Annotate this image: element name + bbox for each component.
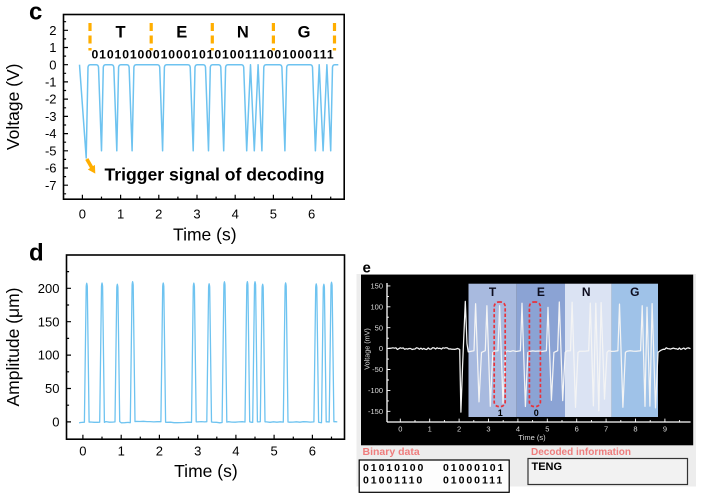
- svg-text:Decoded information: Decoded information: [531, 447, 631, 458]
- svg-text:4: 4: [232, 207, 239, 222]
- svg-text:5: 5: [545, 425, 549, 434]
- svg-text:c: c: [29, 0, 42, 26]
- svg-text:d: d: [29, 240, 44, 267]
- svg-text:TENG: TENG: [532, 461, 563, 473]
- svg-text:Voltage (mV): Voltage (mV): [363, 328, 372, 370]
- svg-text:0: 0: [79, 207, 86, 222]
- svg-text:0: 0: [52, 415, 59, 430]
- svg-text:Amplitude (μm): Amplitude (μm): [3, 288, 23, 407]
- svg-text:-4: -4: [45, 126, 57, 141]
- svg-text:6: 6: [309, 444, 316, 459]
- svg-text:010101000100010101001110010001: 01010100010001010100111001000111: [91, 47, 334, 61]
- svg-text:2: 2: [457, 425, 461, 434]
- svg-text:3: 3: [194, 444, 201, 459]
- svg-text:0101010001000101: 01010100 01000101: [363, 462, 505, 474]
- svg-text:-5: -5: [45, 143, 57, 158]
- svg-text:50: 50: [375, 323, 383, 332]
- svg-text:0: 0: [379, 344, 383, 353]
- svg-text:3: 3: [193, 207, 200, 222]
- svg-text:6: 6: [575, 425, 579, 434]
- svg-text:-150: -150: [368, 407, 383, 416]
- svg-text:E: E: [537, 285, 545, 299]
- svg-text:T: T: [489, 285, 497, 299]
- svg-text:G: G: [298, 24, 311, 42]
- svg-text:1: 1: [428, 425, 432, 434]
- svg-text:6: 6: [308, 207, 315, 222]
- svg-text:4: 4: [516, 425, 520, 434]
- svg-text:3: 3: [486, 425, 490, 434]
- svg-text:1: 1: [49, 40, 56, 55]
- svg-text:-3: -3: [45, 109, 57, 124]
- svg-text:2: 2: [156, 444, 163, 459]
- svg-text:-6: -6: [45, 161, 57, 176]
- svg-text:-2: -2: [45, 92, 57, 107]
- svg-text:E: E: [176, 24, 187, 42]
- svg-text:0: 0: [49, 57, 56, 72]
- svg-text:-1: -1: [45, 75, 57, 90]
- svg-text:-100: -100: [368, 386, 383, 395]
- svg-text:Binary data: Binary data: [363, 446, 420, 458]
- svg-text:-7: -7: [45, 178, 57, 193]
- svg-text:200: 200: [38, 281, 60, 296]
- svg-text:5: 5: [270, 207, 277, 222]
- svg-text:Time (s): Time (s): [174, 461, 238, 481]
- svg-text:1: 1: [117, 207, 124, 222]
- svg-text:0100111001000111: 01001110 01000111: [363, 475, 504, 487]
- svg-text:150: 150: [370, 282, 383, 291]
- svg-text:-50: -50: [372, 365, 383, 374]
- svg-text:50: 50: [45, 381, 59, 396]
- svg-text:Trigger signal of decoding: Trigger signal of decoding: [105, 165, 325, 185]
- svg-text:4: 4: [232, 444, 239, 459]
- svg-text:9: 9: [663, 425, 667, 434]
- svg-text:N: N: [582, 285, 591, 299]
- svg-text:8: 8: [633, 425, 637, 434]
- svg-text:Voltage (V): Voltage (V): [3, 64, 23, 151]
- svg-text:Time (s): Time (s): [173, 225, 237, 245]
- svg-text:Time (s): Time (s): [518, 433, 546, 442]
- svg-text:N: N: [237, 24, 249, 42]
- svg-text:G: G: [630, 285, 639, 299]
- svg-text:100: 100: [38, 348, 60, 363]
- svg-text:T: T: [116, 24, 126, 42]
- svg-text:5: 5: [270, 444, 277, 459]
- svg-text:0: 0: [534, 408, 539, 418]
- svg-text:150: 150: [38, 314, 60, 329]
- svg-text:1: 1: [118, 444, 125, 459]
- svg-text:0: 0: [79, 444, 86, 459]
- svg-text:e: e: [363, 260, 371, 277]
- svg-text:2: 2: [155, 207, 162, 222]
- svg-text:2: 2: [49, 23, 56, 38]
- svg-text:7: 7: [604, 425, 608, 434]
- svg-text:1: 1: [498, 408, 503, 418]
- svg-text:100: 100: [370, 302, 383, 311]
- svg-text:0: 0: [398, 425, 402, 434]
